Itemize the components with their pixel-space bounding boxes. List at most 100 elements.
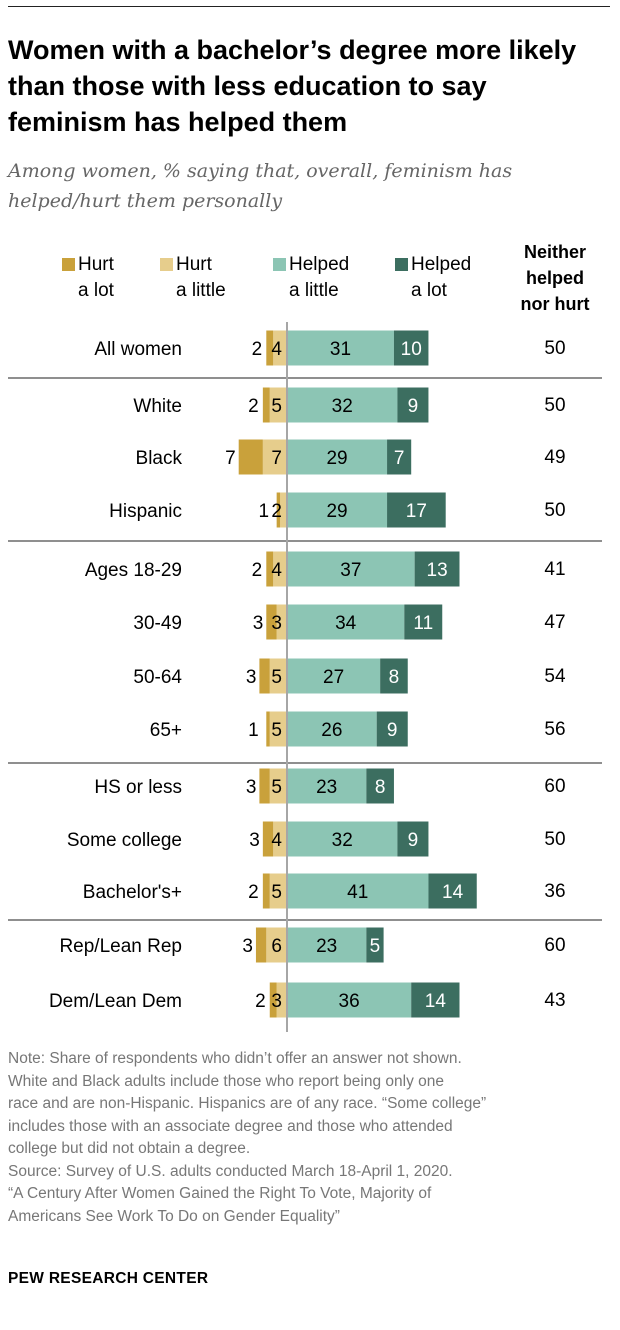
value-label-hurt-a-little: 5 (271, 882, 282, 903)
bar-helped-a-little (287, 387, 398, 423)
value-label-hurt-a-little: 4 (271, 560, 282, 581)
value-label-helped-a-little: 32 (332, 396, 353, 417)
source-line: Americans See Work To Do on Gender Equal… (8, 1207, 340, 1225)
value-label-hurt-a-lot: 2 (252, 560, 263, 581)
bar-helped-a-lot (397, 821, 429, 857)
bar-helped-a-lot (397, 387, 429, 423)
diverging-bar-chart: Hurt a lot Hurt a little Helped a little Helpe… (8, 242, 602, 1032)
value-label-hurt-a-little: 4 (271, 339, 282, 360)
note-line: race and are non-Hispanic. Hispanics are… (8, 1095, 487, 1112)
bar-hurt-a-little (276, 982, 287, 1018)
row-label-hs-or-less: HS or less (94, 777, 182, 798)
value-label-neither: 47 (544, 612, 565, 633)
row-label-ages-18-29: Ages 18-29 (85, 560, 182, 581)
note-line: college but did not obtain a degree. (8, 1140, 251, 1157)
bar-hurt-a-lot (262, 821, 274, 857)
value-label-hurt-a-lot: 3 (253, 613, 264, 634)
value-label-hurt-a-little: 7 (271, 448, 282, 469)
value-label-hurt-a-lot: 1 (248, 720, 259, 741)
bar-hurt-a-lot (276, 492, 281, 528)
bar-helped-a-little (287, 439, 388, 475)
bar-helped-a-little (287, 768, 367, 804)
bar-hurt-a-little (266, 927, 287, 963)
value-label-neither: 50 (544, 500, 565, 521)
bar-hurt-a-little (273, 330, 287, 366)
value-label-helped-a-lot: 10 (401, 339, 422, 360)
legend-label-helped-a-lot: Helped (411, 254, 471, 275)
bar-hurt-a-little (269, 873, 287, 909)
value-label-helped-a-lot: 11 (413, 613, 433, 634)
value-label-neither: 60 (544, 776, 565, 797)
value-label-helped-a-lot: 5 (370, 936, 381, 957)
value-label-hurt-a-little: 5 (271, 777, 282, 798)
value-label-helped-a-little: 23 (316, 777, 337, 798)
bar-hurt-a-lot (259, 768, 270, 804)
bar-helped-a-lot (366, 927, 384, 963)
bar-helped-a-little (287, 927, 367, 963)
row-label-bachelor-s-: Bachelor's+ (83, 882, 182, 903)
bar-helped-a-lot (428, 873, 477, 909)
chart-subtitle: Among women, % saying that, overall, fem… (8, 160, 513, 212)
bar-helped-a-lot (414, 551, 460, 587)
bar-helped-a-little (287, 658, 381, 694)
bar-helped-a-little (287, 604, 405, 640)
value-label-neither: 56 (544, 719, 565, 740)
bar-hurt-a-lot (269, 982, 277, 1018)
legend-label-helped-a-lot: a lot (411, 280, 448, 301)
legend-label-hurt-a-lot: Hurt (78, 254, 115, 275)
value-label-neither: 50 (544, 338, 565, 359)
bar-hurt-a-lot (255, 927, 267, 963)
row-label-rep-lean-rep: Rep/Lean Rep (59, 936, 182, 957)
bar-helped-a-little (287, 492, 388, 528)
bar-helped-a-lot (411, 982, 460, 1018)
bar-helped-a-lot (380, 658, 408, 694)
value-label-helped-a-little: 41 (347, 882, 368, 903)
value-label-neither: 43 (544, 990, 565, 1011)
note-line: includes those with an associate degree … (8, 1117, 453, 1135)
value-label-hurt-a-little: 2 (271, 501, 282, 522)
bar-hurt-a-little (262, 439, 287, 475)
value-label-hurt-a-little: 3 (271, 613, 282, 634)
value-label-helped-a-lot: 13 (427, 560, 448, 581)
value-label-helped-a-little: 26 (321, 720, 342, 741)
value-label-hurt-a-lot: 1 (259, 501, 270, 522)
value-label-hurt-a-lot: 2 (248, 396, 259, 417)
value-label-neither: 50 (544, 829, 565, 850)
value-label-helped-a-lot: 9 (408, 396, 419, 417)
bar-helped-a-little (287, 551, 415, 587)
bar-hurt-a-lot (238, 439, 263, 475)
value-label-hurt-a-little: 6 (271, 936, 282, 957)
value-label-hurt-a-lot: 3 (246, 777, 257, 798)
row-label-50-64: 50-64 (133, 667, 182, 688)
value-label-helped-a-lot: 7 (394, 448, 405, 469)
brand-logo-text: PEW RESEARCH CENTER (8, 1270, 209, 1287)
bar-helped-a-lot (404, 604, 443, 640)
bar-helped-a-lot (393, 330, 429, 366)
value-label-helped-a-lot: 14 (442, 882, 464, 903)
legend-label-helped-a-little: Helped (289, 254, 349, 275)
value-label-neither: 50 (544, 395, 565, 416)
value-label-hurt-a-little: 5 (271, 396, 282, 417)
source-line: Source: Survey of U.S. adults conducted … (8, 1162, 453, 1180)
bar-hurt-a-little (269, 387, 287, 423)
value-label-helped-a-little: 37 (340, 560, 361, 581)
bar-hurt-a-lot (266, 711, 270, 747)
bar-helped-a-lot (387, 439, 412, 475)
value-label-neither: 36 (544, 881, 565, 902)
row-label-hispanic: Hispanic (109, 501, 182, 522)
value-label-hurt-a-little: 5 (271, 720, 282, 741)
value-label-hurt-a-lot: 2 (252, 339, 263, 360)
note-line: Note: Share of respondents who didn’t of… (8, 1050, 462, 1067)
bar-hurt-a-little (269, 768, 287, 804)
value-label-hurt-a-little: 4 (271, 830, 282, 851)
top-rule (8, 6, 610, 7)
value-label-helped-a-little: 36 (339, 991, 360, 1012)
row-label-30-49: 30-49 (133, 613, 182, 634)
bar-helped-a-lot (376, 711, 408, 747)
value-label-neither: 60 (544, 935, 565, 956)
value-label-hurt-a-lot: 3 (249, 830, 260, 851)
bar-helped-a-lot (366, 768, 394, 804)
bar-hurt-a-little (269, 711, 287, 747)
bar-hurt-a-lot (266, 551, 274, 587)
row-label-some-college: Some college (67, 830, 182, 851)
